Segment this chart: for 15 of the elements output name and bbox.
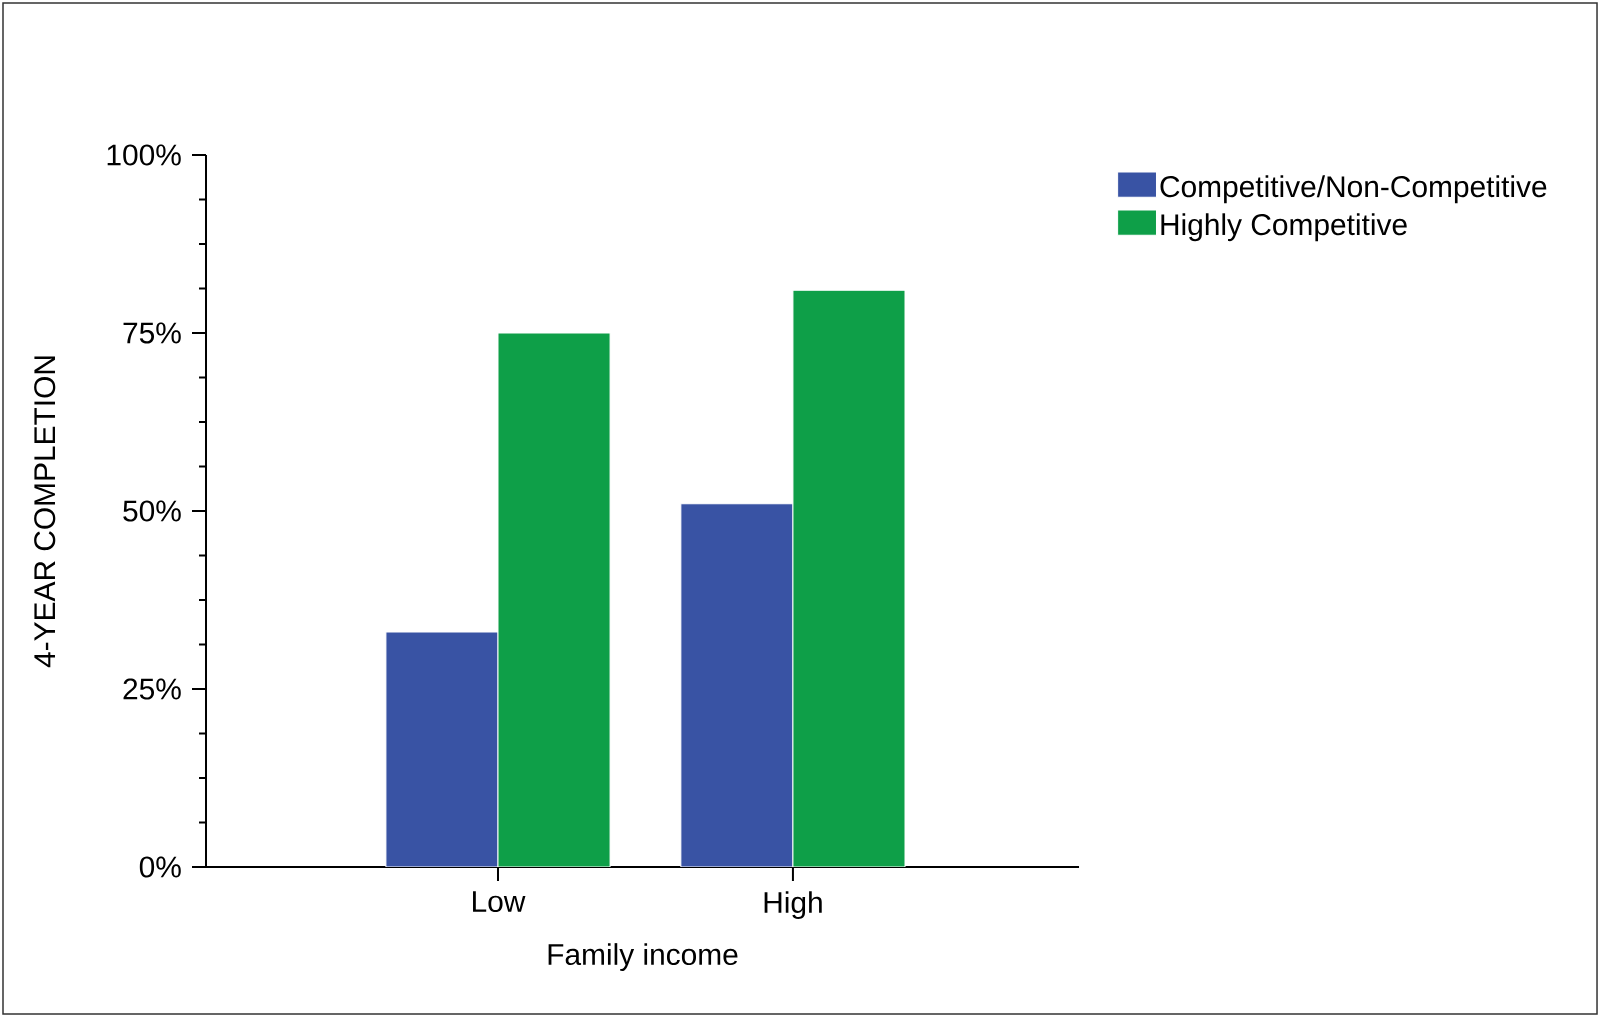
- y-tick-label: 50%: [123, 500, 181, 522]
- bar: [680, 503, 794, 867]
- x-axis-title: Family income: [548, 943, 738, 971]
- x-tick-label: High: [764, 891, 822, 920]
- x-tick-label: Low: [473, 891, 526, 913]
- y-tick-label: 75%: [123, 322, 181, 344]
- legend-label: Competitive/Non-Competitive: [1160, 175, 1547, 204]
- y-tick-label: 100%: [107, 144, 181, 166]
- bar: [497, 332, 611, 867]
- bar: [792, 289, 906, 867]
- legend-label: Highly Competitive: [1161, 213, 1407, 242]
- y-axis-title: 4-YEAR COMPLETION: [34, 356, 56, 668]
- y-tick-label: 0%: [139, 856, 181, 878]
- y-tick-label: 25%: [123, 678, 181, 700]
- bar: [385, 631, 499, 867]
